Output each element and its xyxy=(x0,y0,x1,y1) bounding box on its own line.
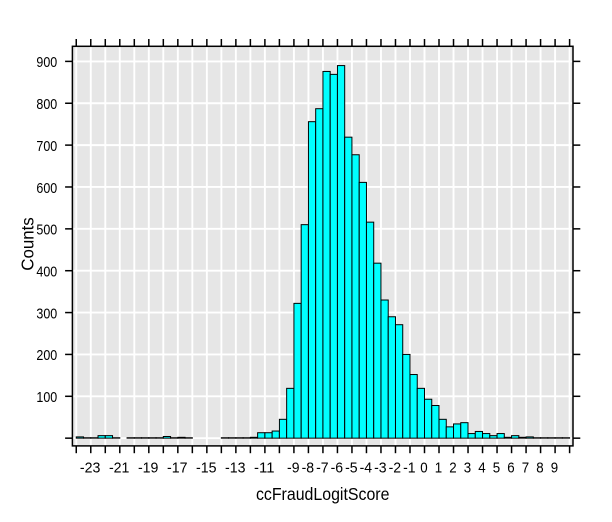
svg-text:-2: -2 xyxy=(389,459,402,476)
svg-text:2: 2 xyxy=(449,459,456,476)
svg-text:6: 6 xyxy=(507,459,514,476)
svg-text:-23: -23 xyxy=(80,459,101,476)
svg-text:-6: -6 xyxy=(331,459,344,476)
svg-text:-8: -8 xyxy=(302,459,315,476)
svg-text:1: 1 xyxy=(435,459,442,476)
svg-text:100: 100 xyxy=(36,389,57,406)
svg-text:Counts: Counts xyxy=(18,217,38,271)
svg-text:-1: -1 xyxy=(403,459,416,476)
svg-text:-5: -5 xyxy=(345,459,358,476)
svg-text:-7: -7 xyxy=(316,459,329,476)
svg-text:9: 9 xyxy=(551,459,558,476)
svg-text:500: 500 xyxy=(36,222,57,239)
svg-text:-15: -15 xyxy=(196,459,217,476)
svg-text:0: 0 xyxy=(420,459,427,476)
svg-text:-21: -21 xyxy=(109,459,130,476)
svg-text:-3: -3 xyxy=(374,459,387,476)
svg-text:300: 300 xyxy=(36,305,57,322)
svg-text:800: 800 xyxy=(36,96,57,113)
svg-text:5: 5 xyxy=(493,459,500,476)
svg-text:200: 200 xyxy=(36,347,57,364)
svg-text:8: 8 xyxy=(536,459,543,476)
svg-text:-17: -17 xyxy=(167,459,188,476)
svg-text:-19: -19 xyxy=(138,459,159,476)
svg-text:ccFraudLogitScore: ccFraudLogitScore xyxy=(256,484,390,504)
svg-text:600: 600 xyxy=(36,180,57,197)
svg-text:900: 900 xyxy=(36,54,57,71)
svg-text:400: 400 xyxy=(36,264,57,281)
svg-text:-13: -13 xyxy=(225,459,246,476)
svg-text:-11: -11 xyxy=(254,459,274,476)
svg-text:700: 700 xyxy=(36,138,57,155)
svg-text:-4: -4 xyxy=(360,459,373,476)
svg-text:3: 3 xyxy=(464,459,471,476)
svg-text:7: 7 xyxy=(522,459,529,476)
svg-text:-9: -9 xyxy=(287,459,300,476)
svg-text:4: 4 xyxy=(478,459,485,476)
